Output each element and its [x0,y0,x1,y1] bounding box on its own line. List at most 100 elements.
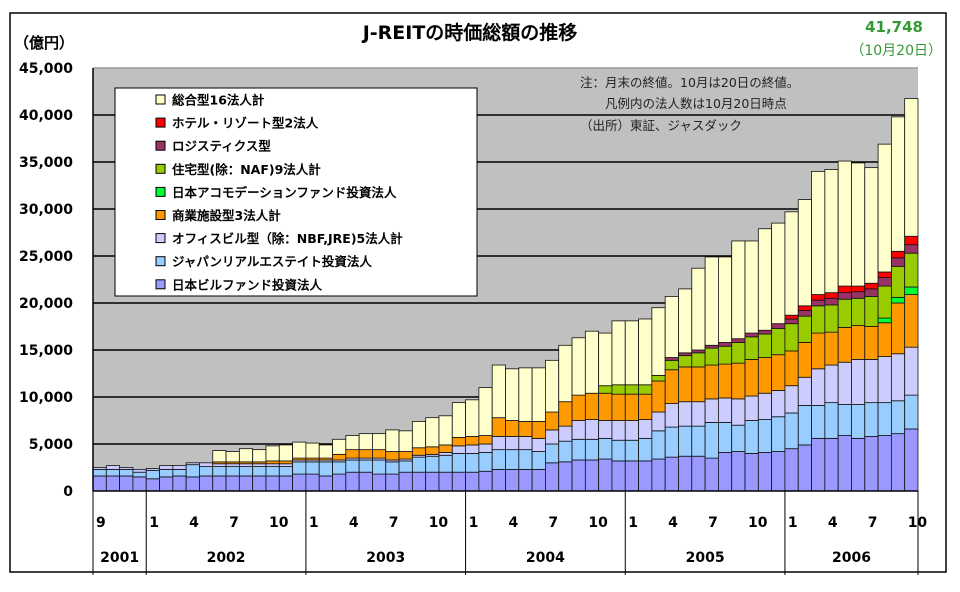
bar-segment-0 [292,473,307,492]
x-tick-label: 7 [389,515,399,531]
x-tick-label: 10 [748,515,768,531]
bar-segment-0 [518,468,533,492]
bar-segment-2 [584,419,600,440]
bar-segment-1 [438,454,453,473]
bar-segment-8 [877,143,892,273]
bar-segment-1 [611,439,626,462]
bar-segment-2 [771,390,786,418]
bar-segment-0 [624,460,639,492]
bar-segment-1 [318,461,333,477]
bar-segment-8 [411,421,427,449]
bar-segment-3 [877,322,892,357]
bar-segment-2 [757,392,773,420]
x-tick-label: 4 [189,515,199,531]
bar-segment-1 [797,405,812,446]
legend-swatch [155,117,166,128]
bar-segment-0 [411,471,427,492]
bar-segment-8 [345,435,360,451]
bar-segment-6 [797,310,812,317]
bar-segment-8 [890,116,906,252]
x-tick-label: 4 [349,515,359,531]
legend-swatch [155,94,166,105]
legend-label: オフィスビル型（除：NBF,JRE)5法人計 [172,231,403,246]
x-tick-label: 7 [229,515,239,531]
bar-segment-2 [531,437,546,452]
bar-segment-5 [744,336,759,360]
bar-segment-7 [904,235,919,246]
bar-segment-7 [824,292,839,299]
bar-segment-2 [837,361,852,405]
bar-segment-0 [225,475,240,492]
legend-swatch [155,163,166,174]
bar-segment-1 [385,461,400,475]
bar-segment-8 [824,169,839,294]
bar-segment-1 [518,449,533,470]
bar-segment-3 [797,342,812,378]
bar-segment-8 [478,387,493,436]
bar-segment-2 [159,465,174,470]
bar-segment-2 [505,436,520,451]
bar-segment-0 [505,468,520,492]
bar-segment-1 [598,437,613,460]
bar-segment-5 [598,385,613,394]
bar-segment-4 [904,286,919,295]
bar-segment-2 [624,420,639,441]
bar-segment-0 [757,452,773,492]
bar-segment-2 [691,401,706,427]
bar-segment-7 [890,250,906,259]
bar-segment-2 [92,467,107,470]
bar-segment-1 [531,451,546,470]
bar-segment-2 [704,398,719,423]
bar-segment-1 [571,438,586,461]
bar-segment-8 [545,359,560,413]
bar-segment-5 [691,352,706,368]
bar-segment-1 [584,438,600,461]
x-tick-label: 4 [828,515,838,531]
bar-segment-1 [252,466,267,477]
bar-segment-1 [159,468,174,478]
bar-segment-0 [678,455,693,492]
legend-label: 日本ビルファンド投資法人 [172,277,323,292]
bar-segment-8 [225,451,240,463]
legend-swatch [155,140,166,151]
bar-segment-0 [185,476,200,492]
bar-segment-1 [265,466,280,477]
bar-segment-0 [611,460,626,492]
bar-segment-8 [451,402,466,438]
bar-segment-5 [811,305,826,334]
y-tick-label: 45,000 [19,61,73,77]
bar-segment-8 [438,415,453,446]
bar-segment-5 [877,285,892,319]
bar-segment-6 [824,297,839,306]
bar-segment-8 [571,337,586,396]
bar-segment-8 [718,256,733,343]
bar-segment-3 [890,302,906,355]
chart-title: J-REITの時価総額の推移 [361,21,578,44]
bar-segment-0 [491,468,506,492]
x-tick-label: 1 [628,515,638,531]
year-label: 2006 [832,550,871,566]
bar-segment-1 [132,471,147,478]
bar-segment-7 [837,285,852,294]
bar-segment-8 [505,368,520,421]
bar-segment-3 [611,393,626,421]
bar-segment-3 [451,437,466,447]
bar-segment-3 [438,444,453,453]
bar-segment-8 [757,228,773,331]
bar-segment-2 [797,376,812,406]
bar-segment-3 [571,394,586,421]
bar-segment-8 [372,433,387,451]
bar-segment-1 [890,400,906,435]
bar-segment-3 [824,331,839,366]
x-tick-label: 7 [548,515,558,531]
bar-segment-0 [811,437,826,492]
bar-segment-0 [837,435,852,492]
bar-segment-8 [651,307,666,376]
bar-segment-0 [638,460,653,492]
bar-segment-8 [212,450,227,463]
bar-segment-2 [212,463,227,467]
bar-segment-1 [744,420,759,454]
bar-segment-3 [491,417,506,437]
bar-segment-0 [238,475,254,492]
